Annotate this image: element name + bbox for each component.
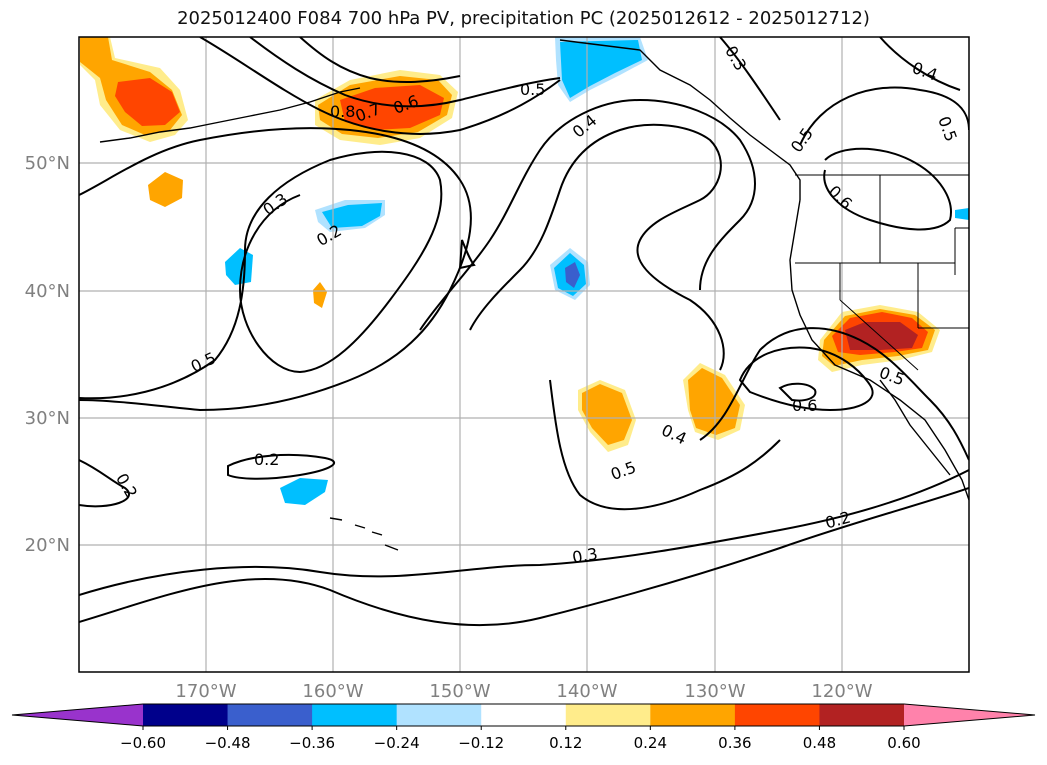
contour-0.6-ca [738, 346, 874, 412]
contour-0.5-north [249, 37, 561, 108]
precip-area-nw-red [115, 78, 180, 126]
contour-0.2-south [79, 487, 969, 627]
contour-0.2-mid [227, 453, 336, 480]
precip-neg-area-north [560, 40, 642, 98]
contour-0.5-west [79, 150, 443, 400]
colorbar: −0.60 −0.48 −0.36 −0.24 −0.12 0.12 0.24 0.36 0.4… [11, 703, 1036, 752]
contour-0.4-ne [879, 37, 961, 91]
map-gridlines [79, 37, 969, 672]
colorbar-segment [227, 704, 313, 726]
colorbar-tick-label: −0.36 [289, 734, 335, 752]
colorbar-segment [312, 704, 398, 726]
contour-0.3-center [549, 379, 781, 511]
colorbar-tick-label: 0.24 [634, 734, 667, 752]
colorbar-segment [734, 704, 820, 726]
colorbar-tick-label: −0.60 [120, 734, 166, 752]
precip-neg-area-4-core [565, 262, 580, 288]
contour-0.6-inner [778, 382, 817, 402]
lon-label: 160°W [302, 681, 363, 702]
precip-neg-area-6 [955, 208, 969, 220]
coastline-baja [879, 379, 951, 476]
colorbar-tick-label: −0.24 [374, 734, 420, 752]
lon-label: 130°W [684, 681, 745, 702]
colorbar-segment [650, 704, 736, 726]
lat-label: 30°N [25, 408, 70, 429]
contour-0.4-center [419, 98, 756, 331]
contour-0.5-ne [799, 86, 969, 146]
contour-label: 0.5 [520, 80, 545, 99]
latitude-labels: 50°N 40°N 30°N 20°N [25, 153, 70, 556]
colorbar-extend-low [12, 704, 143, 726]
colorbar-segment [819, 704, 905, 726]
contour-label: 0.2 [254, 450, 279, 469]
precip-area-center-orange [582, 384, 632, 445]
contour-0.3-ne [719, 37, 781, 121]
contour-label: 0.8 [330, 102, 355, 121]
lat-label: 50°N [25, 153, 70, 174]
contour-small-oval [458, 239, 476, 270]
coastlines [99, 39, 969, 551]
precip-neg-area-2b [322, 203, 382, 228]
map-title: 2025012400 F084 700 hPa PV, precipitatio… [177, 8, 870, 29]
colorbar-segment [143, 704, 229, 726]
coastline-alaska [559, 39, 801, 200]
colorbar-extend-high [904, 704, 1035, 726]
colorbar-tick-label: 0.36 [718, 734, 751, 752]
coastline-aleutians [99, 87, 361, 143]
contour-0.3-south [79, 469, 969, 596]
colorbar-tick-label: −0.48 [205, 734, 251, 752]
precip-neg-area-3 [225, 248, 253, 285]
contour-0.5-center [469, 123, 725, 371]
contour-label: 0.6 [792, 396, 817, 415]
precip-area-ca-darkred [845, 322, 918, 350]
contour-0.4-north [199, 37, 561, 135]
coastline-west-coast [789, 199, 969, 501]
colorbar-segment [481, 704, 567, 726]
precip-area-n-red [340, 85, 444, 130]
lon-label: 120°W [811, 681, 872, 702]
pv-contours [79, 37, 969, 627]
contour-0.2-west [79, 459, 130, 508]
lon-label: 150°W [429, 681, 490, 702]
precip-area-small-1 [148, 172, 183, 207]
map-frame [78, 36, 970, 673]
colorbar-tick-label: 0.48 [803, 734, 836, 752]
contour-0.6-north [299, 37, 461, 84]
lat-label: 40°N [25, 281, 70, 302]
contour-0.6-ne [823, 147, 952, 231]
longitude-labels: 170°W 160°W 150°W 140°W 130°W 120°W [175, 681, 872, 702]
lat-label: 20°N [25, 535, 70, 556]
colorbar-tick-label: 0.60 [887, 734, 920, 752]
lon-label: 170°W [175, 681, 236, 702]
contour-0.5-ca [699, 327, 969, 461]
lon-label: 140°W [556, 681, 617, 702]
contour-0.3-west [79, 127, 472, 412]
colorbar-segment [565, 704, 651, 726]
precip-area-small-2 [313, 282, 327, 308]
colorbar-tick-label: −0.12 [458, 734, 504, 752]
colorbar-tick-label: 0.12 [549, 734, 582, 752]
coastline-hawaii [329, 517, 399, 551]
contour-label: 0.3 [571, 544, 599, 567]
precip-neg-area-5 [280, 478, 328, 505]
colorbar-segment [396, 704, 482, 726]
